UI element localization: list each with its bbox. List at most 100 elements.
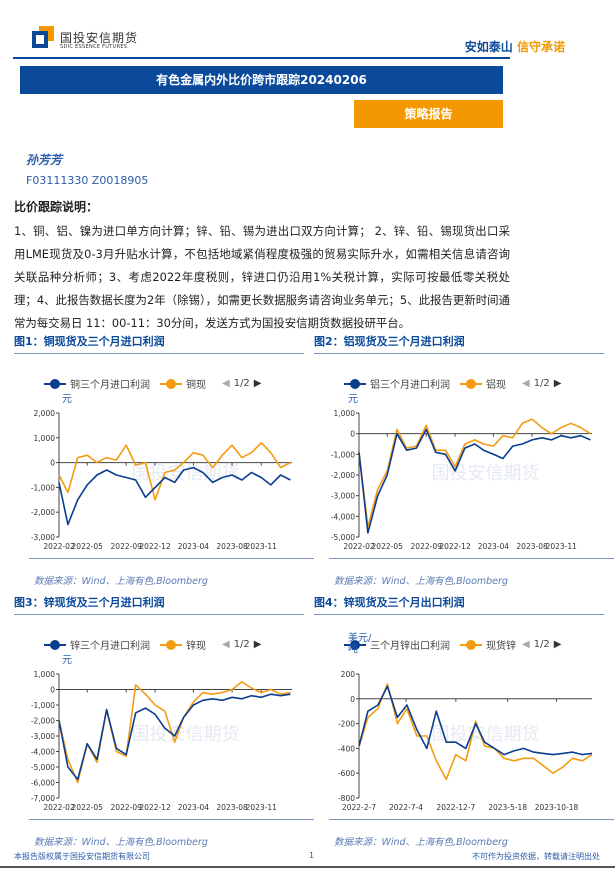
x-tick-label: 2022-2-7: [342, 803, 376, 812]
chart-unit: 元: [348, 394, 358, 405]
y-tick-label: -800: [338, 794, 355, 803]
chart-unit: 元: [62, 394, 72, 405]
x-tick-label: 2022-05: [72, 803, 104, 812]
chart-plot: 国投安信期货 1,000 0 -1,000 -2,000 -3,000 -4,000 -5,0…: [331, 409, 592, 551]
chart-title-rule: [14, 614, 304, 615]
series-line-2: [358, 418, 591, 528]
y-tick-label: 0: [350, 430, 355, 439]
x-tick-label: 2023-04: [178, 542, 210, 551]
header-divider: [13, 57, 510, 59]
page-number: 1: [309, 851, 315, 860]
series-line-1: [58, 693, 291, 781]
x-tick-label: 2023-11: [546, 542, 578, 551]
chart-1: 图1：铜现货及三个月进口利润 铜三个月进口利润 铜现 ◀ 1/2 ▶ 元 数据来源：…: [14, 333, 314, 587]
series-line-2: [58, 680, 291, 784]
series-line-2: [358, 683, 593, 781]
legend-pager: 1/2: [533, 639, 550, 650]
footer-copyright: 本报告版权属于国投安信期货有限公司: [14, 852, 150, 861]
chart-bottom-rule: [329, 819, 614, 820]
legend-pager: 1/2: [233, 639, 250, 650]
chart-unit: 元: [62, 655, 72, 666]
legend-next-icon[interactable]: ▶: [253, 639, 262, 650]
logo-text: 国投安信期货: [60, 31, 139, 45]
chart-title: 图4：锌现货及三个月出口利润: [314, 596, 465, 609]
watermark: 国投安信期货: [132, 724, 240, 745]
legend-label-2[interactable]: 现货锌: [486, 641, 516, 652]
slogan: 安如泰山 信守承诺: [465, 38, 565, 55]
slogan-part-1: 安如泰山: [464, 40, 513, 54]
note-heading: 比价跟踪说明：: [14, 200, 99, 214]
chart-legend: 锌三个月进口利润 锌现 ◀ 1/2 ▶: [44, 637, 262, 652]
legend-label-2[interactable]: 铜现: [186, 380, 206, 391]
legend-prev-icon[interactable]: ◀: [522, 378, 530, 389]
legend-label-2[interactable]: 锌现: [186, 641, 206, 652]
y-tick-label: -1,000: [31, 701, 55, 710]
y-tick-label: -3,000: [31, 732, 55, 741]
y-tick-label: -600: [338, 769, 355, 778]
chart-unit: 美元/吨: [348, 633, 372, 655]
legend-prev-icon[interactable]: ◀: [522, 639, 530, 650]
legend-next-icon[interactable]: ▶: [253, 378, 262, 389]
x-tick-label: 2022-02: [43, 542, 75, 551]
author-license-codes: F03111330 Z0018905: [26, 174, 149, 187]
watermark: 国投安信期货: [432, 724, 540, 745]
x-tick-label: 2022-12-7: [436, 803, 475, 812]
legend-label-1[interactable]: 铜三个月进口利润: [70, 380, 150, 391]
x-tick-label: 2022-02: [43, 803, 75, 812]
legend-prev-icon[interactable]: ◀: [222, 639, 230, 650]
series-line-1: [358, 428, 591, 534]
chart-3: 图3：锌现货及三个月进口利润 锌三个月进口利润 锌现 ◀ 1/2 ▶ 元 数据来源：…: [14, 594, 314, 848]
y-tick-label: -1,000: [31, 483, 55, 492]
report-type-tag: 策略报告: [354, 100, 503, 128]
chart-legend: 铜三个月进口利润 铜现 ◀ 1/2 ▶: [44, 376, 262, 391]
x-tick-label: 2022-12: [139, 542, 171, 551]
x-tick-label: 2022-09: [111, 803, 143, 812]
chart-bottom-rule: [29, 819, 314, 820]
legend-marker-2: [160, 378, 182, 389]
legend-marker-1: [344, 639, 366, 650]
y-tick-label: -7,000: [31, 794, 55, 803]
author-name: 孙芳芳: [26, 153, 63, 167]
y-tick-label: -5,000: [331, 533, 355, 542]
legend-label-2[interactable]: 铝现: [486, 380, 506, 391]
x-tick-label: 2023-10-18: [535, 803, 579, 812]
chart-source: 数据来源：Wind、上海有色,Bloomberg: [34, 837, 208, 848]
logo-icon: [32, 26, 54, 48]
chart-source: 数据来源：Wind、上海有色,Bloomberg: [334, 837, 508, 848]
legend-pager: 1/2: [533, 378, 550, 389]
x-tick-label: 2023-11: [246, 542, 278, 551]
x-tick-label: 2022-12: [439, 542, 471, 551]
legend-next-icon[interactable]: ▶: [553, 378, 562, 389]
chart-title: 图1：铜现货及三个月进口利润: [14, 335, 165, 348]
legend-prev-icon[interactable]: ◀: [222, 378, 230, 389]
series-line-1: [358, 685, 593, 756]
chart-4: 图4：锌现货及三个月出口利润 三个月锌出口利润 现货锌 ◀ 1/2 ▶ 美元/吨 数…: [314, 594, 614, 848]
x-tick-label: 2022-05: [72, 542, 104, 551]
watermark: 国投安信期货: [432, 463, 540, 484]
chart-bottom-rule: [329, 558, 614, 559]
y-tick-label: 2,000: [34, 409, 56, 418]
chart-source: 数据来源：Wind、上海有色,Bloomberg: [334, 576, 508, 587]
chart-title: 图2：铝现货及三个月进口利润: [314, 335, 465, 348]
y-tick-label: 1,000: [334, 409, 356, 418]
legend-label-1[interactable]: 铝三个月进口利润: [370, 380, 450, 391]
x-tick-label: 2023-5-18: [488, 803, 527, 812]
logo-subtext: SDIC ESSENCE FUTURES: [60, 44, 128, 50]
footer-disclaimer: 不可作为投资依据，转载请注明出处: [472, 852, 600, 861]
y-tick-label: 1,000: [34, 434, 56, 443]
note-body: 1、铜、铝、镍为进口单方向计算；锌、铅、锡为进出口双方向计算； 2、锌、铅、锡现…: [14, 224, 510, 330]
legend-marker-2: [460, 639, 482, 650]
chart-plot: 国投安信期货 1,000 0 -1,000 -2,000 -3,000 -4,000 -5,0…: [31, 670, 292, 812]
x-tick-label: 2023-08: [216, 542, 248, 551]
legend-label-1[interactable]: 三个月锌出口利润: [370, 641, 450, 652]
y-tick-label: -6,000: [31, 779, 55, 788]
chart-legend: 三个月锌出口利润 现货锌 ◀ 1/2 ▶: [344, 637, 562, 652]
legend-label-1[interactable]: 锌三个月进口利润: [70, 641, 150, 652]
chart-2: 图2：铝现货及三个月进口利润 铝三个月进口利润 铝现 ◀ 1/2 ▶ 元 数据来源：…: [314, 333, 614, 587]
y-tick-label: -5,000: [31, 763, 55, 772]
y-tick-label: 0: [50, 459, 55, 468]
legend-next-icon[interactable]: ▶: [553, 639, 562, 650]
slogan-part-2: 信守承诺: [516, 40, 565, 54]
legend-marker-2: [160, 639, 182, 650]
